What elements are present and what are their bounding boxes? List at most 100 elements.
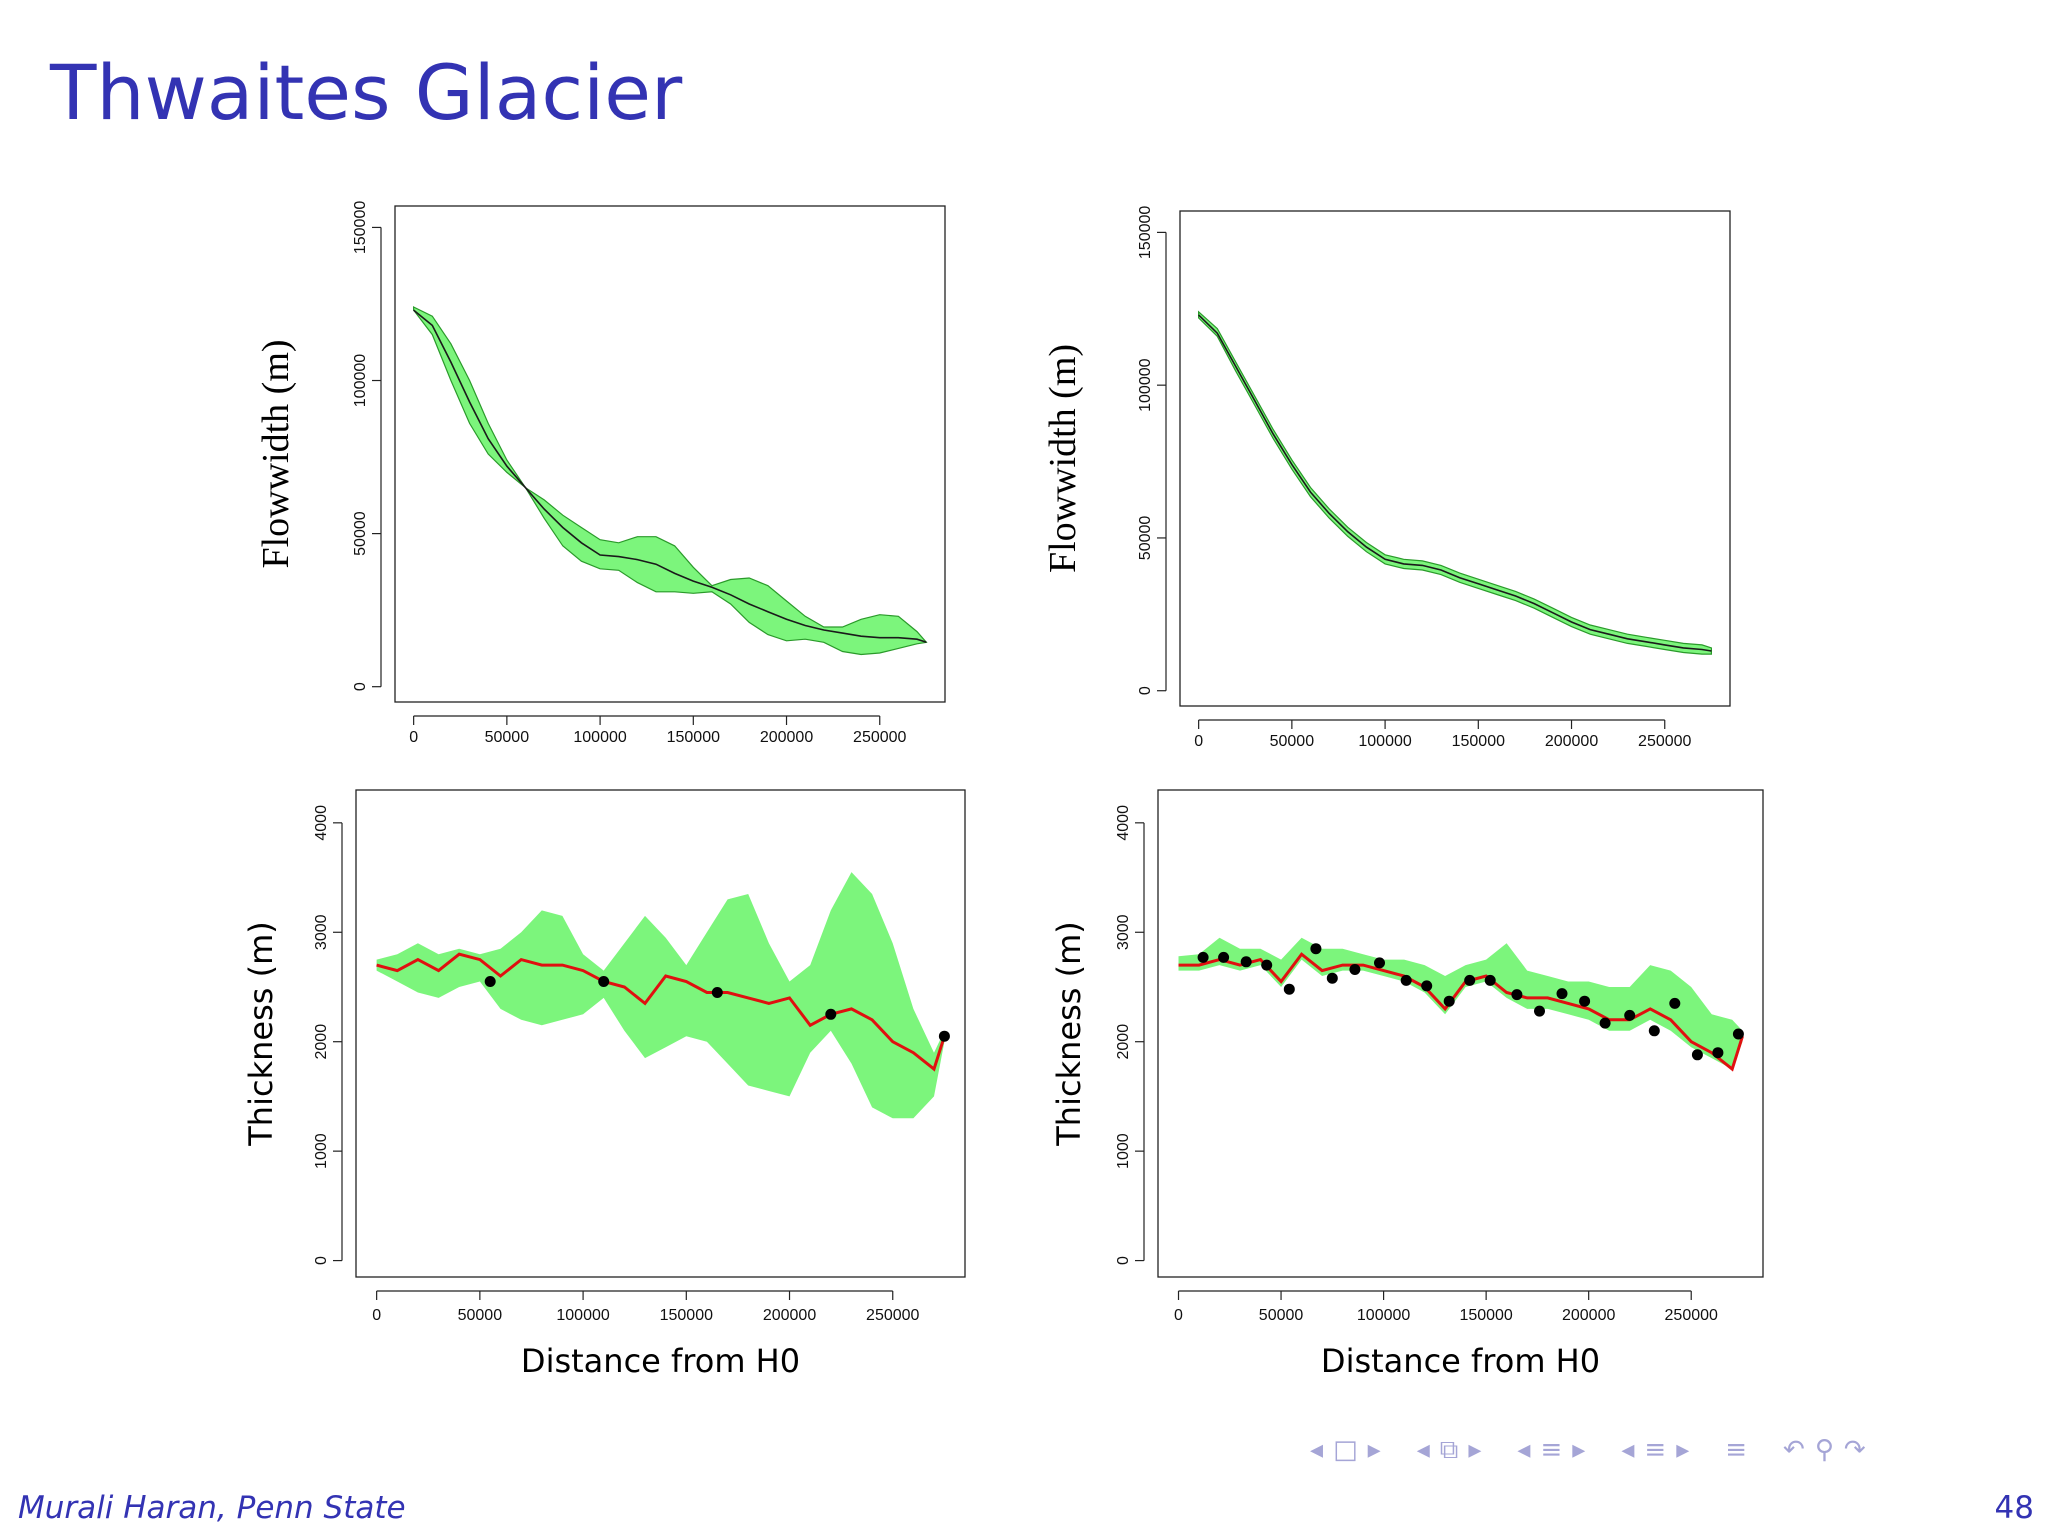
data-point: [1624, 1009, 1636, 1021]
x-tick-label: 50000: [485, 729, 530, 746]
x-tick-label: 0: [1194, 733, 1203, 750]
y-tick-label: 0: [352, 682, 369, 691]
y-tick-label: 50000: [1137, 516, 1154, 561]
y-tick-label: 0: [1137, 686, 1154, 695]
nav-left-arrow-icon[interactable]: ◂: [1310, 1435, 1324, 1465]
uncertainty-band: [376, 872, 945, 1119]
y-tick-label: 150000: [1137, 206, 1154, 259]
data-point: [1534, 1005, 1545, 1017]
beamer-navigation: ◂ □ ▸ ◂ ⧉ ▸ ◂ ≡ ▸ ◂ ≡ ▸ ≡ ↶ ⚲ ↷: [1310, 1430, 2030, 1470]
data-point: [1648, 1025, 1660, 1037]
y-tick-label: 2000: [313, 1024, 330, 1060]
data-point: [1349, 964, 1361, 975]
x-tick-label: 100000: [1357, 1307, 1410, 1324]
uncertainty-band: [413, 306, 928, 656]
nav-left-arrow-icon[interactable]: ◂: [1517, 1435, 1531, 1465]
page-number: 48: [1994, 1490, 2034, 1526]
uncertainty-band: [1178, 937, 1743, 1070]
undo-icon[interactable]: ↶: [1783, 1435, 1805, 1465]
toc-icon[interactable]: ≡: [1725, 1435, 1748, 1465]
x-tick-label: 250000: [1665, 1307, 1718, 1324]
plot-frame: [1179, 210, 1731, 707]
plot-frame: [394, 205, 946, 703]
y-tick-label: 3000: [1115, 914, 1132, 950]
chart-4: 0 50000 100000 150000 200000 250000 0 1000 2000 3…: [1050, 789, 1764, 1380]
y-axis-title: Flowwidth (m): [1042, 344, 1084, 573]
data-point: [1218, 951, 1230, 963]
data-point: [484, 976, 496, 987]
nav-right-arrow-icon[interactable]: ▸: [1676, 1435, 1690, 1465]
y-tick-label: 3000: [313, 914, 330, 950]
data-point: [1669, 997, 1681, 1009]
y-tick-label: 1000: [1115, 1133, 1132, 1169]
data-point: [1261, 959, 1273, 971]
x-tick-label: 150000: [667, 729, 720, 746]
data-point: [1443, 995, 1455, 1007]
x-axis-title: Distance from H0: [521, 1342, 800, 1380]
x-tick-label: 200000: [763, 1307, 816, 1324]
data-point: [1579, 995, 1591, 1007]
data-point: [1691, 1049, 1703, 1061]
redo-icon[interactable]: ↷: [1843, 1435, 1866, 1465]
mean-line: [413, 309, 927, 644]
x-tick-label: 200000: [760, 729, 813, 746]
data-point: [1556, 988, 1568, 1000]
x-tick-label: 0: [372, 1307, 381, 1324]
data-point: [1421, 980, 1433, 992]
search-icon[interactable]: ⚲: [1814, 1435, 1834, 1465]
y-tick-label: 0: [1115, 1256, 1132, 1265]
chart-3: 0 50000 100000 150000 200000 250000 0 1000 2000 3…: [242, 789, 966, 1380]
nav-right-arrow-icon[interactable]: ▸: [1367, 1435, 1381, 1465]
y-tick-label: 100000: [352, 354, 369, 407]
nav-right-arrow-icon[interactable]: ▸: [1572, 1435, 1586, 1465]
y-tick-label: 2000: [1115, 1024, 1132, 1060]
data-point: [1732, 1028, 1744, 1040]
chart-1: 0 50000 100000 150000 200000 250000 0 50000 1000…: [255, 201, 946, 746]
x-tick-label: 100000: [556, 1307, 609, 1324]
data-point: [1310, 943, 1322, 955]
uncertainty-band: [1198, 310, 1712, 655]
plot-frame: [355, 789, 966, 1278]
data-point: [598, 976, 610, 987]
mean-line: [1198, 314, 1712, 652]
frames-stack-icon[interactable]: ⧉: [1439, 1434, 1459, 1465]
y-tick-label: 150000: [352, 201, 369, 254]
data-point: [1197, 951, 1209, 963]
subsection-icon[interactable]: ≡: [1644, 1435, 1667, 1465]
x-tick-label: 50000: [1270, 733, 1315, 750]
data-point: [1712, 1047, 1724, 1059]
x-tick-label: 50000: [458, 1307, 503, 1324]
plot-frame: [1157, 789, 1764, 1278]
chart-2: 0 50000 100000 150000 200000 250000 0 50000 1000…: [1042, 206, 1731, 750]
y-tick-label: 50000: [352, 511, 369, 556]
data-point: [1326, 972, 1338, 984]
slide-title: Thwaites Glacier: [50, 48, 683, 137]
y-tick-label: 4000: [313, 805, 330, 841]
section-icon[interactable]: ≡: [1540, 1435, 1563, 1465]
x-tick-label: 0: [409, 729, 418, 746]
nav-left-arrow-icon[interactable]: ◂: [1621, 1435, 1635, 1465]
y-tick-label: 4000: [1115, 805, 1132, 841]
red-line: [376, 952, 946, 1072]
data-point: [711, 987, 723, 998]
data-point: [1240, 956, 1252, 968]
x-tick-label: 200000: [1562, 1307, 1615, 1324]
x-tick-label: 250000: [853, 729, 906, 746]
x-tick-label: 250000: [866, 1307, 919, 1324]
y-axis-title: Thickness (m): [1050, 921, 1088, 1146]
nav-right-arrow-icon[interactable]: ▸: [1468, 1434, 1482, 1465]
y-axis-title: Thickness (m): [242, 921, 280, 1146]
nav-left-arrow-icon[interactable]: ◂: [1416, 1434, 1430, 1465]
data-point: [1599, 1017, 1611, 1029]
data-point: [825, 1008, 837, 1020]
data-point: [938, 1030, 950, 1042]
y-tick-label: 0: [313, 1256, 330, 1265]
frame-icon[interactable]: □: [1333, 1435, 1358, 1465]
data-point: [1484, 974, 1496, 986]
x-tick-label: 150000: [660, 1307, 713, 1324]
data-point: [1400, 974, 1412, 986]
x-tick-label: 200000: [1545, 733, 1598, 750]
data-point: [1511, 989, 1523, 1001]
x-tick-label: 150000: [1452, 733, 1505, 750]
data-point: [1374, 957, 1385, 969]
